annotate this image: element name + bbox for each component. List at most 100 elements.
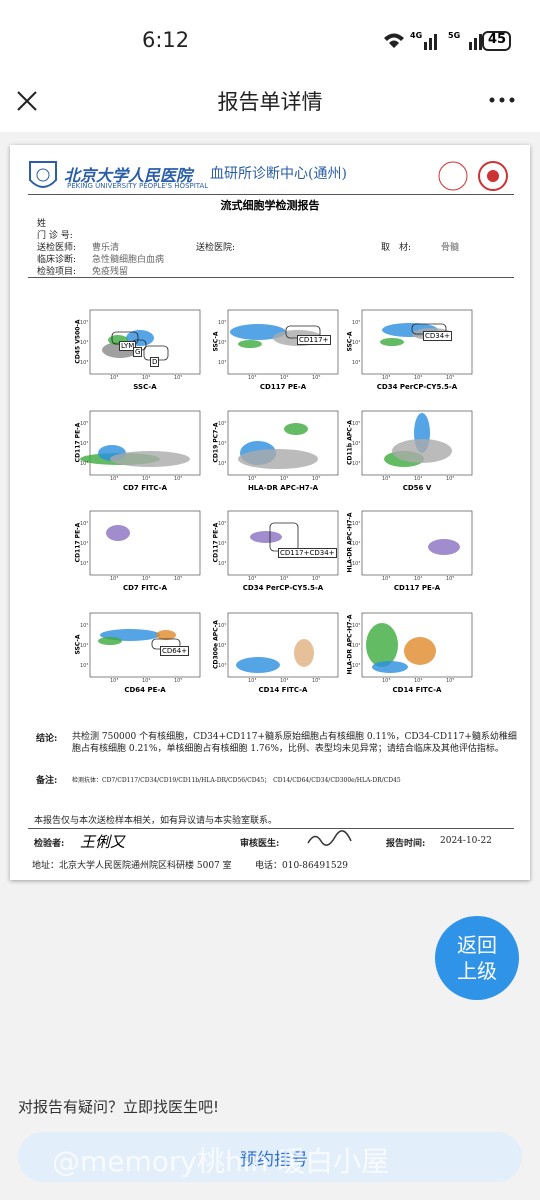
plot-frame xyxy=(361,612,473,678)
cell-population xyxy=(230,324,286,340)
x-axis-label: CD34 PerCP-CY5.5-A xyxy=(376,383,458,391)
x-tick-label: 10³ xyxy=(382,678,391,684)
field-value: 免疫残留 xyxy=(92,267,129,277)
x-axis-label: CD64 PE-A xyxy=(124,686,166,694)
y-axis-label: CD117 PE-A xyxy=(74,422,82,463)
center-name: 血研所诊断中心(通州) xyxy=(210,166,347,182)
y-axis-label: HLA-DR APC-H7-A xyxy=(346,614,354,675)
cell-population xyxy=(284,423,308,435)
y-tick-label: 10⁵ xyxy=(218,320,227,326)
cell-population xyxy=(366,623,398,667)
x-tick-label: 10³ xyxy=(382,375,391,381)
gate-label: CD64+ xyxy=(160,646,190,656)
cell-population xyxy=(238,449,318,469)
field-value: 曹乐清 xyxy=(92,243,120,253)
remark-label: 备注: xyxy=(36,776,58,786)
rule xyxy=(28,277,514,278)
x-tick-label: 10⁴ xyxy=(280,375,289,381)
y-axis-label: SSC-A xyxy=(212,331,220,352)
close-button[interactable] xyxy=(16,90,38,112)
reviewer-label: 审核医生: xyxy=(240,839,280,849)
plot-frame xyxy=(80,410,201,476)
y-tick-label: 10³ xyxy=(218,561,227,567)
x-tick-label: 10⁵ xyxy=(446,678,455,684)
cell-population xyxy=(428,539,460,555)
network-2: 5G xyxy=(448,31,461,40)
y-tick-label: 10⁴ xyxy=(352,340,361,346)
plot-border xyxy=(89,612,201,678)
question: 对报告有疑问？立即找医生吧! xyxy=(18,1098,220,1116)
y-axis-label: SSC-A xyxy=(74,634,82,655)
y-tick-label: 10⁵ xyxy=(80,521,89,527)
y-tick-label: 10³ xyxy=(80,360,89,366)
status-icons xyxy=(384,31,511,51)
flow-plot: 10³ 10³ 10⁴ 10⁴ 10⁵ 10⁵ CD56 V CD11b APC-A xyxy=(347,410,482,492)
x-axis-label: CD7 FITC-A xyxy=(122,484,168,492)
x-tick-label: 10⁴ xyxy=(414,476,423,482)
y-tick-label: 10³ xyxy=(352,461,361,467)
header-title: 报告单详情 xyxy=(217,90,323,114)
x-tick-label: 10⁴ xyxy=(414,678,423,684)
y-tick-label: 10⁵ xyxy=(218,521,227,527)
flow-plot: CD117+CD34+ 10³ 10³ 10⁴ 10⁴ 10⁵ 10⁵ CD34 PerCP-… xyxy=(213,510,348,592)
plot-frame xyxy=(361,510,473,576)
flow-plot: CD117+ 10³ 10³ 10⁴ 10⁴ 10⁵ 10⁵ CD117 PE-A SSC-A xyxy=(213,309,348,391)
hospital-name: 北京大学人民医院 xyxy=(64,166,193,185)
y-tick-label: 10³ xyxy=(352,561,361,567)
back-button[interactable]: 返回 上级 xyxy=(435,916,519,1000)
cell-population xyxy=(392,439,452,463)
x-axis-label: CD7 FITC-A xyxy=(122,584,168,592)
y-axis-label: CD45 V500-A xyxy=(74,319,82,364)
y-tick-label: 10⁴ xyxy=(352,541,361,547)
field-value: 急性髓细胞白血病 xyxy=(92,255,165,265)
rule xyxy=(28,194,514,195)
x-tick-label: 10³ xyxy=(248,576,257,582)
y-tick-label: 10³ xyxy=(80,461,89,467)
x-tick-label: 10³ xyxy=(110,375,119,381)
hospital-en: PEKING UNIVERSITY PEOPLE'S HOSPITAL xyxy=(67,182,209,190)
x-tick-label: 10⁴ xyxy=(280,678,289,684)
y-tick-label: 10³ xyxy=(218,360,227,366)
y-tick-label: 10⁵ xyxy=(80,623,89,629)
y-axis-label: CD300e APC-A xyxy=(212,620,220,669)
y-tick-label: 10³ xyxy=(80,561,89,567)
y-tick-label: 10³ xyxy=(352,663,361,669)
x-tick-label: 10⁵ xyxy=(312,476,321,482)
plot-frame xyxy=(227,612,339,678)
x-tick-label: 10³ xyxy=(110,678,119,684)
x-tick-label: 10³ xyxy=(382,476,391,482)
x-tick-label: 10⁵ xyxy=(312,576,321,582)
x-axis-label: CD14 FITC-A xyxy=(258,686,308,694)
report-image: 北京大学人民医院 血研所诊断中心(通州) PEKING UNIVERSITY P… xyxy=(10,145,530,880)
more-button[interactable] xyxy=(488,96,518,104)
x-tick-label: 10⁵ xyxy=(312,678,321,684)
field-label: 送检医院: xyxy=(196,243,236,253)
field-label: 检验项目: xyxy=(37,267,77,277)
y-tick-label: 10⁵ xyxy=(352,623,361,629)
x-axis-label: CD14 FITC-A xyxy=(392,686,442,694)
appointment-button[interactable] xyxy=(18,1132,522,1182)
flow-plot: 10³ 10³ 10⁴ 10⁴ 10⁵ 10⁵ CD117 PE-A HLA-DR APC-H… xyxy=(347,510,482,592)
plot-frame xyxy=(89,510,201,576)
x-tick-label: 10³ xyxy=(382,576,391,582)
y-tick-label: 10⁵ xyxy=(218,421,227,427)
x-tick-label: 10⁵ xyxy=(312,375,321,381)
cell-population xyxy=(106,525,130,541)
rule xyxy=(28,828,514,829)
x-tick-label: 10⁴ xyxy=(414,576,423,582)
flow-plot: CD34+ 10³ 10³ 10⁴ 10⁴ 10⁵ 10⁵ CD34 PerCP-CY5.5-… xyxy=(347,309,482,391)
partner-logos xyxy=(438,161,508,191)
flow-plot: 10³ 10³ 10⁴ 10⁴ 10⁵ 10⁵ CD14 FITC-A CD300e APC-… xyxy=(213,612,348,694)
field-value: 骨髓 xyxy=(441,243,460,253)
x-tick-label: 10³ xyxy=(248,375,257,381)
y-tick-label: 10⁴ xyxy=(218,441,227,447)
y-tick-label: 10⁵ xyxy=(80,320,89,326)
appointment-button-text: 预约挂号 xyxy=(240,1150,308,1170)
field-label: 取 材: xyxy=(381,243,412,253)
y-axis-label: CD19 PC7-A xyxy=(212,422,220,463)
y-tick-label: 10⁴ xyxy=(218,541,227,547)
x-tick-label: 10³ xyxy=(248,678,257,684)
plot-border xyxy=(227,510,339,576)
y-tick-label: 10⁵ xyxy=(218,623,227,629)
tester-label: 检验者: xyxy=(34,839,65,849)
